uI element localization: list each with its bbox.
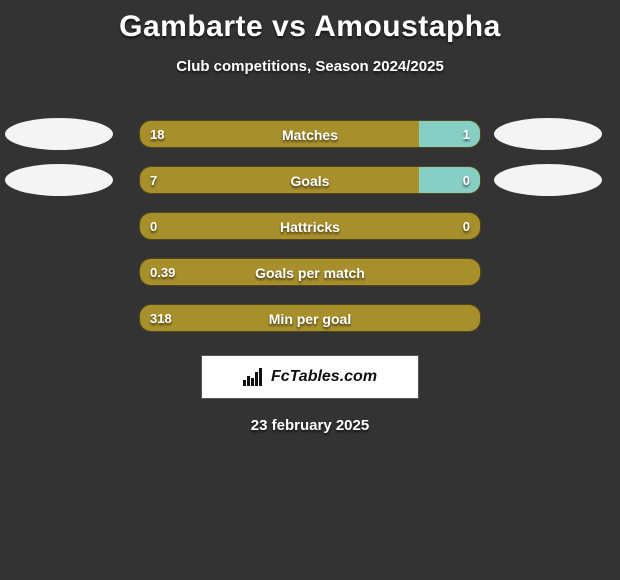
brand-text: FcTables.com (271, 368, 377, 386)
brand-box: FcTables.com (201, 355, 419, 399)
stat-value-left: 7 (150, 167, 157, 194)
stat-bar-right-segment (419, 121, 480, 147)
stat-value-left: 0.39 (150, 259, 175, 286)
stat-bar-right-segment (419, 167, 480, 193)
stat-label: Min per goal (140, 305, 480, 332)
stat-bar: Min per goal318 (139, 304, 481, 332)
stat-value-right: 0 (463, 213, 470, 240)
stat-value-left: 318 (150, 305, 172, 332)
stat-bar: Hattricks0 0 (139, 212, 481, 240)
stat-row: Goals per match0.39 (0, 255, 620, 301)
stat-label: Goals per match (140, 259, 480, 286)
stat-value-left: 0 (150, 213, 157, 240)
stat-row: Matches181 (0, 117, 620, 163)
stat-row: Hattricks0 0 (0, 209, 620, 255)
player-avatar-left (5, 118, 113, 150)
player-avatar-right (494, 164, 602, 196)
player-avatar-left (5, 164, 113, 196)
comparison-rows: Matches181 Goals70 Hattricks0 0 Goals per ma… (0, 117, 620, 347)
player-avatar-right (494, 118, 602, 150)
subtitle: Club competitions, Season 2024/2025 (0, 58, 620, 75)
stat-value-left: 18 (150, 121, 164, 148)
stat-row: Goals70 (0, 163, 620, 209)
stat-row: Min per goal318 (0, 301, 620, 347)
bars-icon (243, 368, 265, 386)
stat-bar: Goals per match0.39 (139, 258, 481, 286)
stat-bar: Matches181 (139, 120, 481, 148)
stat-label: Hattricks (140, 213, 480, 240)
page-title: Gambarte vs Amoustapha (0, 0, 620, 44)
stat-bar: Goals70 (139, 166, 481, 194)
infographic-date: 23 february 2025 (0, 417, 620, 434)
